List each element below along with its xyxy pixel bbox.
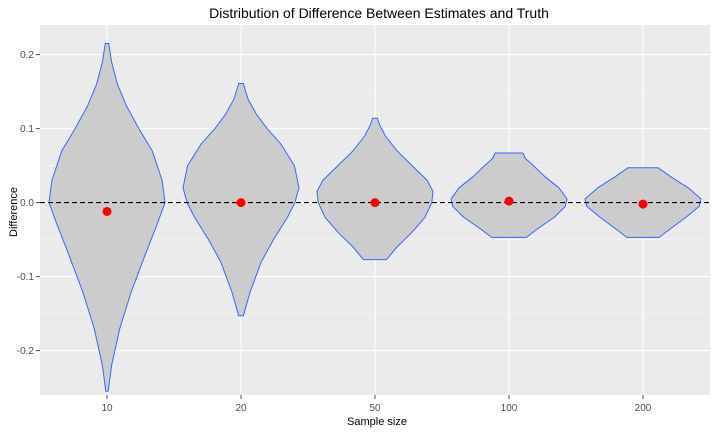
x-tick-label: 100 <box>501 403 518 414</box>
y-tick-label: -0.2 <box>17 346 35 357</box>
mean-point-20 <box>236 198 246 208</box>
violin-10 <box>48 43 166 392</box>
mean-point-100 <box>504 196 514 206</box>
y-axis-tick-labels: -0.2 -0.1 0.0 0.1 0.2 <box>17 50 40 357</box>
x-axis-tick-labels: 10 20 50 100 200 <box>101 395 652 414</box>
x-tick-label: 20 <box>235 403 247 414</box>
mean-point-10 <box>102 206 112 216</box>
violins <box>48 43 702 392</box>
violin-50 <box>316 117 434 261</box>
y-tick-label: 0.1 <box>20 124 34 135</box>
y-tick-label: 0.0 <box>20 198 34 209</box>
x-tick-label: 200 <box>635 403 652 414</box>
violin-100 <box>450 152 568 238</box>
x-tick-label: 10 <box>101 403 113 414</box>
mean-point-50 <box>370 198 380 208</box>
mean-point-200 <box>638 199 648 209</box>
y-axis-title: Difference <box>8 187 20 237</box>
y-tick-label: -0.1 <box>17 272 35 283</box>
x-tick-label: 50 <box>369 403 381 414</box>
mean-points <box>102 196 648 216</box>
y-tick-label: 0.2 <box>20 50 34 61</box>
chart-title: Distribution of Difference Between Estim… <box>209 5 549 21</box>
x-axis-title: Sample size <box>347 416 407 428</box>
